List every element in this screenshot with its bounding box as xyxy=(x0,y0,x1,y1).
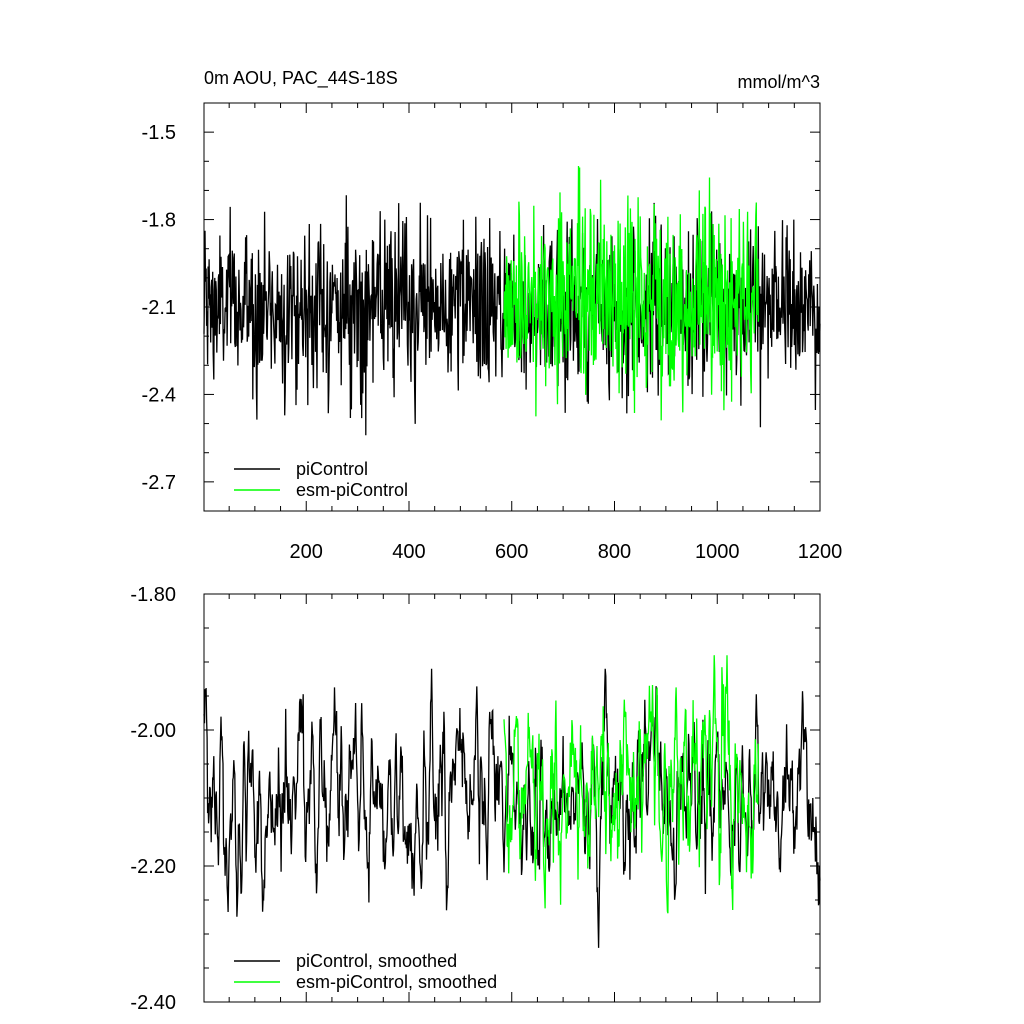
legend-label-piControl-smoothed: piControl, smoothed xyxy=(296,951,457,971)
y-tick-label: -2.1 xyxy=(142,297,176,319)
top-chart: 0m AOU, PAC_44S-18S mmol/m^3 200 400 600 80… xyxy=(142,68,843,563)
x-tick-label: 400 xyxy=(392,541,425,563)
legend-label-esm-piControl-smoothed: esm-piControl, smoothed xyxy=(296,972,497,992)
legend-label-esm-piControl: esm-piControl xyxy=(296,480,408,500)
units-label: mmol/m^3 xyxy=(738,72,820,92)
y-tick-label: -2.20 xyxy=(130,856,176,878)
y-tick-label: -2.7 xyxy=(142,472,176,494)
x-tick-label: 800 xyxy=(598,541,631,563)
x-tick-label: 600 xyxy=(495,541,528,563)
x-tick-label: 1000 xyxy=(695,541,740,563)
bottom-ticks: -1.80 -2.00 -2.20 -2.40 xyxy=(130,584,821,1014)
y-tick-label: -1.5 xyxy=(142,122,176,144)
y-tick-label: -2.4 xyxy=(142,384,176,406)
y-tick-label: -1.8 xyxy=(142,210,176,232)
bottom-series-group xyxy=(203,655,821,948)
x-tick-label: 200 xyxy=(290,541,323,563)
top-ticks: 200 400 600 800 1000 1200 -1.5 -1.8 -2.1 -2.4 -2.7 xyxy=(142,102,843,563)
chart-title: 0m AOU, PAC_44S-18S xyxy=(204,68,398,89)
y-tick-label: -2.40 xyxy=(130,992,176,1014)
x-tick-label: 1200 xyxy=(798,541,843,563)
top-legend: piControl esm-piControl xyxy=(234,459,408,500)
series-line-esm-picontrol xyxy=(503,165,759,421)
series-line-esm-picontrol-smoothed xyxy=(503,655,759,914)
legend-label-piControl: piControl xyxy=(296,459,368,479)
top-series-group xyxy=(203,165,821,436)
y-tick-label: -2.00 xyxy=(130,720,176,742)
bottom-legend: piControl, smoothed esm-piControl, smoot… xyxy=(234,951,497,992)
bottom-chart: -1.80 -2.00 -2.20 -2.40 piControl, smoothed… xyxy=(130,584,821,1014)
y-tick-label: -1.80 xyxy=(130,584,176,606)
